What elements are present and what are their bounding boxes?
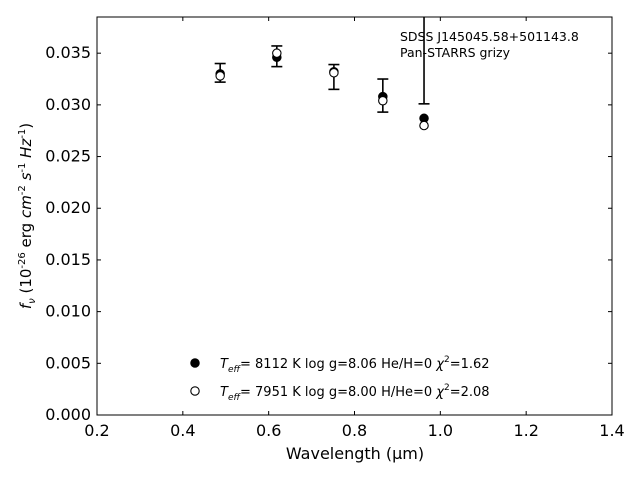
plot-frame bbox=[96, 16, 613, 416]
legend-label: Teff= 7951 K log g=8.00 H/He=0 χ2=2.08 bbox=[220, 383, 490, 403]
model-point-open bbox=[272, 48, 282, 58]
model-point-open bbox=[329, 68, 339, 78]
x-tick-label: 1.4 bbox=[599, 421, 624, 440]
svg-text:fν (10-26 erg cm-2 s-1 Hz-1): fν (10-26 erg cm-2 s-1 Hz-1) bbox=[17, 123, 38, 309]
annotation-line-1: SDSS J145045.58+501143.8 bbox=[400, 29, 579, 44]
legend: Teff= 8112 K log g=8.06 He/H=0 χ2=1.62 Te… bbox=[190, 355, 490, 403]
x-tick-label: 0.4 bbox=[170, 421, 195, 440]
x-tick-label: 1.0 bbox=[428, 421, 453, 440]
model-point-open bbox=[378, 95, 388, 106]
x-tick-label: 0.6 bbox=[256, 421, 281, 440]
legend-label: Teff= 8112 K log g=8.06 He/H=0 χ2=1.62 bbox=[220, 355, 490, 375]
y-tick-label: 0.030 bbox=[45, 95, 91, 114]
y-tick-label: 0.000 bbox=[45, 405, 91, 424]
x-tick-label: 0.8 bbox=[342, 421, 367, 440]
x-tick-label: 0.2 bbox=[84, 421, 109, 440]
x-axis-label: Wavelength (μm) bbox=[286, 444, 424, 463]
x-tick-label: 1.2 bbox=[513, 421, 538, 440]
legend-marker-open bbox=[190, 386, 200, 396]
annotation-line-2: Pan-STARRS grizy bbox=[400, 45, 511, 60]
model-point-open bbox=[215, 71, 225, 81]
y-tick-label: 0.035 bbox=[45, 43, 91, 62]
y-tick-label: 0.020 bbox=[45, 198, 91, 217]
y-tick-label: 0.005 bbox=[45, 353, 91, 372]
y-tick-label: 0.025 bbox=[45, 147, 91, 166]
legend-marker-filled bbox=[190, 358, 200, 368]
y-tick-label: 0.010 bbox=[45, 302, 91, 321]
model-point-open bbox=[419, 120, 429, 131]
y-axis-label: fν (10-26 erg cm-2 s-1 Hz-1) bbox=[17, 123, 38, 309]
y-tick-label: 0.015 bbox=[45, 250, 91, 269]
